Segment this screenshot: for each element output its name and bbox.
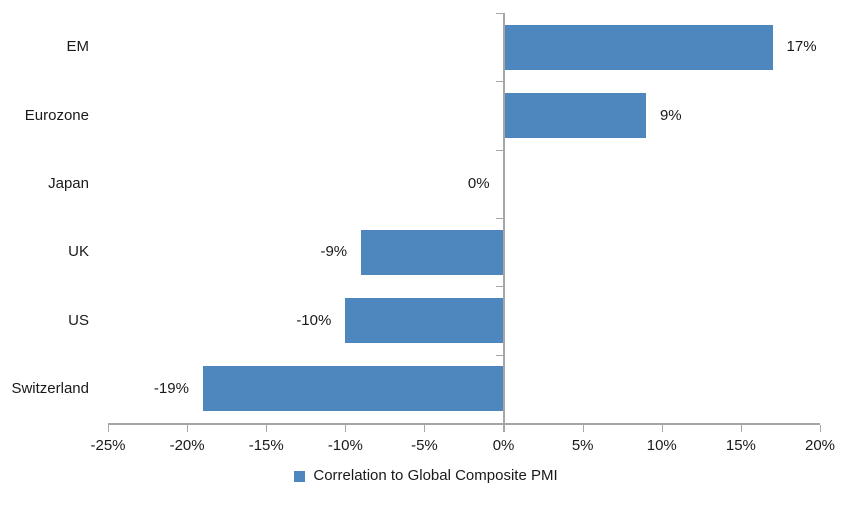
category-label: Japan <box>48 174 89 192</box>
x-axis-tick-label: 5% <box>571 437 594 454</box>
value-label: -9% <box>320 243 348 261</box>
x-axis-tick <box>345 425 347 432</box>
legend: Correlation to Global Composite PMI <box>0 467 852 485</box>
x-axis-tick-label: 0% <box>492 437 515 454</box>
value-label: 9% <box>659 106 682 124</box>
value-label: 0% <box>467 174 490 192</box>
y-axis-tick <box>495 286 503 288</box>
y-axis-tick <box>495 149 503 151</box>
x-axis-tick <box>582 425 584 432</box>
bar <box>202 366 504 412</box>
category-label: EM <box>66 38 90 56</box>
x-axis-tick <box>424 425 426 432</box>
x-axis-tick-label: -25% <box>90 437 126 454</box>
x-axis-tick <box>187 425 189 432</box>
x-axis-tick <box>820 425 821 432</box>
bar <box>503 24 773 70</box>
y-axis-tick <box>495 423 503 424</box>
y-axis-tick <box>495 13 503 14</box>
category-label: UK <box>68 243 89 261</box>
x-axis-tick-label: 15% <box>725 437 756 454</box>
x-axis-tick <box>661 425 663 432</box>
y-axis-tick <box>495 218 503 219</box>
legend-label: Correlation to Global Composite PMI <box>313 467 558 484</box>
bar <box>345 298 504 343</box>
y-axis-line <box>502 13 505 432</box>
x-axis-tick-label: -5% <box>411 437 438 454</box>
x-axis-tick <box>108 425 109 432</box>
x-axis-tick <box>266 425 268 432</box>
x-axis-tick-label: -15% <box>248 437 284 454</box>
y-axis-tick <box>495 354 503 356</box>
value-label: -19% <box>153 379 189 397</box>
x-axis-tick-label: -10% <box>327 437 363 454</box>
category-label: Eurozone <box>24 106 89 124</box>
bar <box>361 229 504 275</box>
category-label: Switzerland <box>11 379 89 397</box>
x-axis-line <box>108 423 820 425</box>
bar <box>503 93 646 138</box>
category-label: US <box>68 311 89 329</box>
value-label: -10% <box>296 311 332 329</box>
y-axis-tick <box>495 81 503 83</box>
value-label: 17% <box>786 38 817 56</box>
x-axis-tick-label: 10% <box>646 437 677 454</box>
legend-swatch <box>294 470 306 482</box>
x-axis-tick <box>740 425 742 432</box>
x-axis-tick-label: 20% <box>804 437 836 454</box>
x-axis-tick-label: -20% <box>169 437 205 454</box>
